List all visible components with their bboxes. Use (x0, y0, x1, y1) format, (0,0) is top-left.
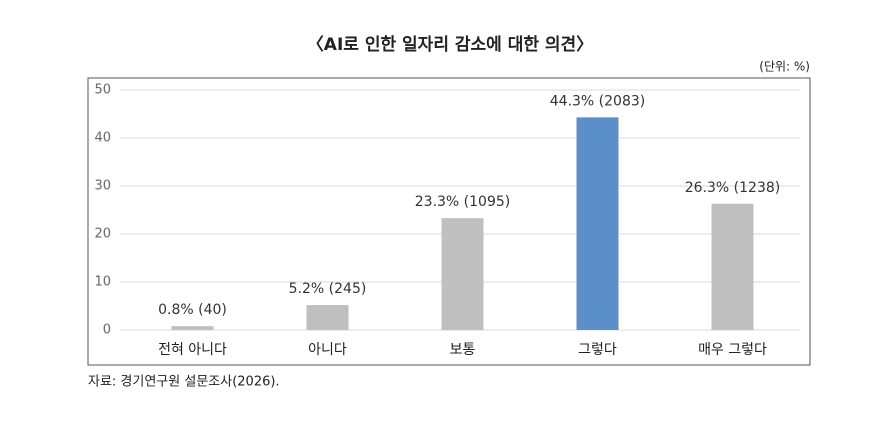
value-label: 26.3% (1238) (685, 180, 780, 196)
x-tick-label: 전혀 아니다 (158, 342, 227, 358)
bar (576, 117, 619, 330)
bar (441, 218, 484, 330)
value-label: 23.3% (1095) (415, 194, 510, 210)
x-tick-label: 매우 그렇다 (698, 342, 767, 358)
bar (306, 305, 349, 330)
chart-title: 〈AI로 인한 일자리 감소에 대한 의견〉 (307, 34, 593, 55)
source-note: 자료: 경기연구원 설문조사(2026). (88, 375, 280, 390)
y-tick-label: 30 (94, 179, 111, 194)
x-tick-label: 보통 (450, 342, 476, 358)
unit-label: (단위: %) (759, 60, 810, 74)
y-tick-label: 20 (94, 227, 111, 242)
plot-frame (87, 77, 811, 366)
value-label: 0.8% (40) (158, 302, 227, 318)
y-tick-label: 40 (94, 131, 111, 146)
bar (171, 326, 214, 330)
y-tick-label: 10 (94, 275, 111, 290)
value-label: 44.3% (2083) (550, 93, 645, 109)
y-tick-label: 0 (103, 323, 111, 338)
value-label: 5.2% (245) (289, 281, 367, 297)
bar (711, 203, 754, 330)
x-tick-label: 그렇다 (578, 342, 617, 358)
x-tick-label: 아니다 (308, 342, 347, 358)
y-tick-label: 50 (94, 83, 111, 98)
